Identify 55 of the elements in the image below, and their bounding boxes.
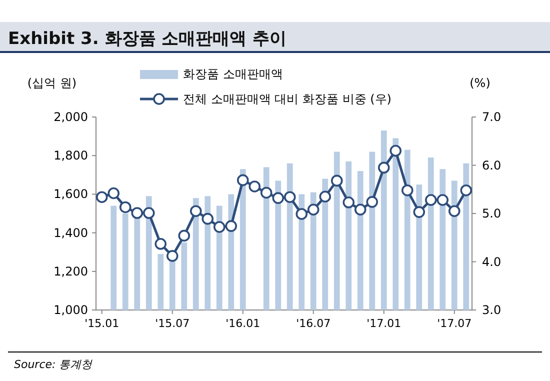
x-tick-label: '17.07 xyxy=(437,317,472,330)
point xyxy=(307,204,320,216)
x-tick-label: '17.01 xyxy=(366,317,402,330)
point xyxy=(178,230,190,242)
y2-tick-label: 7.0 xyxy=(482,110,502,124)
legend-label: 전체 소매판매액 대비 화장품 비중 (우) xyxy=(183,92,392,106)
y-tick-label: 1,600 xyxy=(54,187,88,202)
x-tick-label: '16.01 xyxy=(226,317,260,330)
y-tick-label: 1,200 xyxy=(54,264,88,278)
point xyxy=(330,174,343,187)
point xyxy=(108,187,120,200)
point xyxy=(96,191,108,203)
point xyxy=(378,162,390,174)
point xyxy=(272,192,284,204)
point xyxy=(354,204,366,216)
point xyxy=(342,196,355,208)
legend-label: 화장품 소매판매액 xyxy=(183,67,283,81)
point xyxy=(424,194,437,206)
point xyxy=(413,206,426,218)
source-note: Source: 통계청 xyxy=(14,358,94,371)
x-tick-label: '16.07 xyxy=(296,317,331,330)
x-tick-label: '15.01 xyxy=(84,317,120,330)
point xyxy=(166,250,178,262)
y2-axis-title: (%) xyxy=(470,76,490,90)
y-tick-label: 1,400 xyxy=(54,226,88,240)
point xyxy=(448,205,460,217)
point xyxy=(154,238,167,250)
y-axis-title: (십억 원) xyxy=(27,76,77,90)
point xyxy=(248,180,261,192)
point xyxy=(436,194,449,206)
y2-tick-label: 3.0 xyxy=(482,303,502,317)
point xyxy=(319,190,332,203)
point xyxy=(366,196,378,208)
point xyxy=(236,174,249,186)
point xyxy=(202,212,214,225)
y2-tick-label: 6.0 xyxy=(482,158,502,172)
y2-tick-label: 5.0 xyxy=(482,206,502,220)
point xyxy=(142,207,155,219)
chart-title: Exhibit 3. 화장품 소매판매액 추이 xyxy=(8,29,287,49)
x-tick-label: '15.07 xyxy=(155,317,190,330)
y-tick-label: 1,800 xyxy=(54,148,88,163)
y-tick-label: 2,000 xyxy=(54,110,88,124)
point xyxy=(131,207,144,219)
point xyxy=(390,144,402,157)
point xyxy=(213,221,226,233)
point xyxy=(296,208,308,220)
point xyxy=(119,201,132,214)
y-tick-label: 1,000 xyxy=(54,303,88,317)
point xyxy=(260,186,272,199)
point xyxy=(284,191,296,203)
point xyxy=(460,184,472,196)
point xyxy=(401,184,414,196)
point xyxy=(225,220,238,232)
point xyxy=(190,205,202,217)
y2-tick-label: 4.0 xyxy=(482,254,502,269)
